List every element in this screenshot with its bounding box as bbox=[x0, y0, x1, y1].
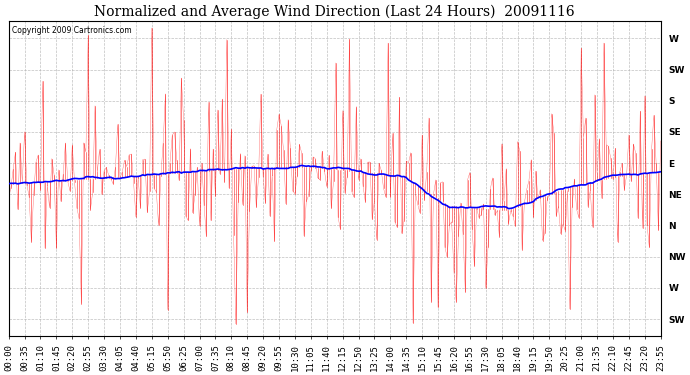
Text: Copyright 2009 Cartronics.com: Copyright 2009 Cartronics.com bbox=[12, 26, 132, 35]
Title: Normalized and Average Wind Direction (Last 24 Hours)  20091116: Normalized and Average Wind Direction (L… bbox=[95, 4, 575, 18]
